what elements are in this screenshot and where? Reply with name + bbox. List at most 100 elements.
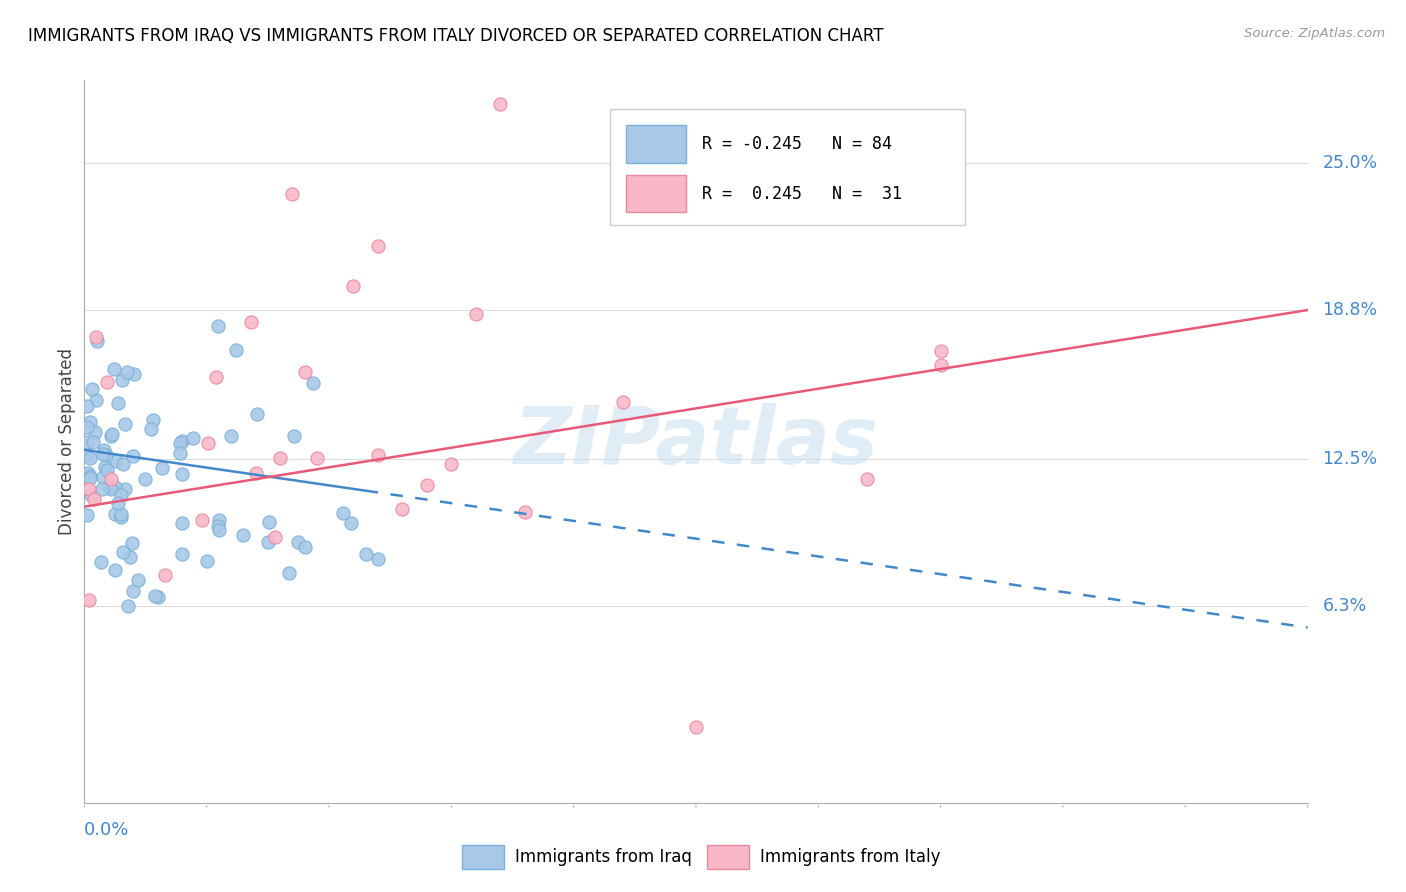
Point (100, 429, 122, 443)
Point (391, 501, 413, 516)
Point (107, 496, 129, 510)
Point (340, 516, 363, 530)
Point (121, 536, 143, 550)
Point (277, 566, 299, 580)
Point (77, 592, 100, 607)
Point (332, 506, 354, 520)
Point (294, 540, 316, 554)
FancyBboxPatch shape (610, 109, 965, 225)
Point (86, 334, 108, 348)
Point (110, 510, 132, 524)
Point (96, 463, 118, 477)
Text: R = -0.245   N = 84: R = -0.245 N = 84 (702, 135, 891, 153)
Point (84, 330, 107, 344)
Point (929, 343, 952, 358)
Text: ZIPatlas: ZIPatlas (513, 402, 879, 481)
Point (76, 448, 98, 462)
Point (342, 279, 364, 293)
Point (294, 365, 316, 379)
Y-axis label: Divorced or Separated: Divorced or Separated (58, 348, 76, 535)
Point (269, 450, 291, 465)
Point (929, 358, 952, 372)
Point (134, 472, 156, 486)
Point (107, 396, 129, 410)
Text: Immigrants from Italy: Immigrants from Italy (759, 848, 941, 866)
Point (208, 524, 231, 538)
Point (354, 547, 377, 561)
Point (79, 469, 101, 483)
Point (283, 429, 305, 443)
Point (101, 427, 124, 442)
Point (111, 544, 134, 558)
Point (79, 451, 101, 466)
Point (139, 422, 162, 436)
Point (219, 429, 242, 443)
Point (208, 512, 231, 526)
Point (685, 720, 707, 734)
Point (150, 461, 173, 475)
Point (204, 370, 226, 384)
FancyBboxPatch shape (626, 175, 686, 212)
Point (153, 567, 176, 582)
Point (79, 471, 101, 485)
Point (305, 451, 328, 466)
Point (181, 431, 204, 445)
Point (91, 483, 114, 497)
Point (104, 480, 127, 494)
Point (146, 590, 169, 604)
Point (103, 362, 125, 376)
Point (367, 239, 389, 253)
Text: 25.0%: 25.0% (1322, 154, 1378, 172)
Point (207, 319, 229, 334)
Point (103, 507, 125, 521)
Point (197, 436, 219, 450)
Point (142, 413, 165, 427)
Point (82, 435, 104, 450)
Point (169, 436, 191, 450)
Point (172, 516, 194, 531)
Point (93, 442, 115, 457)
Point (612, 394, 634, 409)
Point (77, 482, 100, 496)
Point (124, 367, 146, 381)
Text: 6.3%: 6.3% (1322, 597, 1367, 615)
Point (117, 599, 139, 614)
Point (76, 420, 98, 434)
Text: 18.8%: 18.8% (1322, 301, 1378, 319)
Point (83, 425, 105, 440)
Point (367, 448, 389, 462)
FancyBboxPatch shape (707, 846, 748, 869)
Point (93, 460, 115, 475)
Point (190, 513, 212, 527)
Point (91, 470, 114, 484)
Point (117, 365, 139, 379)
Point (287, 535, 309, 549)
Point (122, 583, 145, 598)
Point (110, 508, 132, 522)
Point (207, 519, 229, 533)
Point (246, 407, 269, 421)
Point (98, 480, 121, 494)
Point (91, 447, 114, 461)
Point (84, 392, 107, 407)
Point (83, 491, 105, 506)
Text: 0.0%: 0.0% (84, 821, 129, 838)
Point (440, 457, 463, 471)
Point (232, 528, 254, 542)
FancyBboxPatch shape (463, 846, 503, 869)
Point (172, 467, 194, 482)
Point (110, 488, 132, 502)
FancyBboxPatch shape (626, 125, 686, 162)
Text: 12.5%: 12.5% (1322, 450, 1378, 468)
Point (225, 343, 247, 357)
Point (172, 434, 194, 448)
Point (90, 555, 112, 569)
Text: IMMIGRANTS FROM IRAQ VS IMMIGRANTS FROM ITALY DIVORCED OR SEPARATED CORRELATION : IMMIGRANTS FROM IRAQ VS IMMIGRANTS FROM … (28, 27, 883, 45)
Point (301, 376, 323, 390)
Point (100, 483, 122, 497)
Point (257, 535, 280, 549)
Point (416, 478, 439, 492)
Text: Immigrants from Iraq: Immigrants from Iraq (515, 848, 692, 866)
Point (76, 399, 98, 413)
Point (172, 547, 194, 561)
